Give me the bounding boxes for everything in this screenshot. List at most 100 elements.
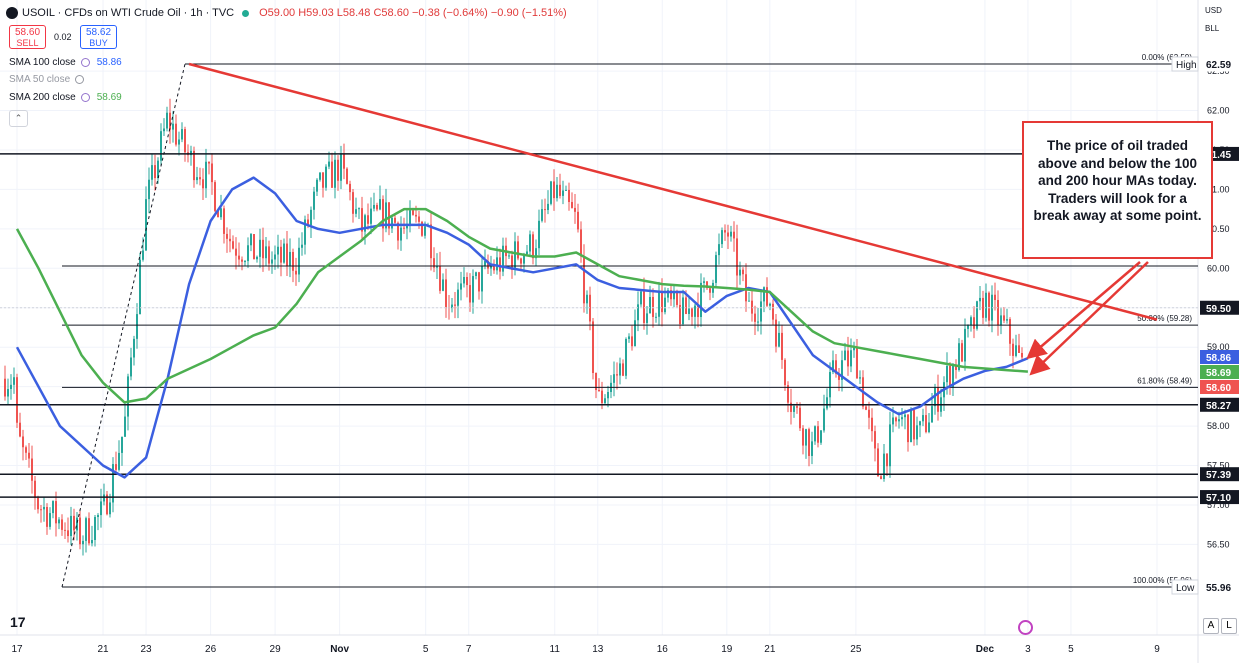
candle-body (571, 202, 573, 208)
candle-body (658, 291, 660, 317)
candle-body (412, 210, 414, 215)
candle-body (601, 390, 603, 404)
candle-body (346, 168, 348, 184)
candle-body (676, 291, 678, 305)
candle-body (136, 314, 138, 339)
candle-body (739, 269, 741, 276)
annotation-arrows (1026, 261, 1149, 376)
candle-body (733, 231, 735, 239)
candle-body (295, 270, 297, 275)
indicator-sma100[interactable]: SMA 100 close 58.86 (9, 55, 122, 69)
y-tick-label: 60.50 (1207, 224, 1230, 234)
candle-body (583, 256, 585, 304)
candle-body (637, 304, 639, 321)
level-tag: 57.10 (1200, 490, 1239, 505)
candle-body (229, 238, 231, 242)
scale-settings[interactable]: USD BLL (1205, 6, 1231, 42)
indicator-sma200[interactable]: SMA 200 close 58.69 (9, 90, 122, 104)
candle-body (877, 448, 879, 477)
settings-icon[interactable] (80, 92, 90, 102)
candle-body (970, 317, 972, 326)
candle-body (574, 207, 576, 212)
candle-body (481, 266, 483, 292)
candle-body (280, 246, 282, 263)
candle-body (388, 202, 390, 229)
sell-button[interactable]: 58.60 SELL (9, 25, 46, 49)
candle-body (721, 230, 723, 245)
candle-body (97, 515, 99, 517)
candle-body (181, 129, 183, 140)
level-tag-bg (1200, 490, 1239, 505)
emoji-icon[interactable] (1018, 620, 1033, 635)
candle-body (763, 287, 765, 302)
candle-body (853, 346, 855, 351)
candle-body (34, 480, 36, 498)
level-name-bg (1171, 579, 1199, 595)
candle-body (274, 254, 276, 260)
unit-label[interactable]: BLL (1205, 24, 1220, 33)
candle-body (1006, 319, 1008, 321)
candle-body (385, 202, 387, 229)
candle-body (685, 297, 687, 314)
candle-body (670, 290, 672, 300)
hidden-eye-icon[interactable] (75, 74, 85, 84)
candle-body (172, 123, 174, 130)
candle-body (415, 214, 417, 217)
level-tag: 55.96 Low (1171, 579, 1239, 595)
candle-body (553, 181, 555, 199)
candle-body (31, 458, 33, 481)
candle-body (832, 360, 834, 373)
candle-body (178, 139, 180, 145)
buy-button[interactable]: 58.62 BUY (80, 25, 117, 49)
candle-body (331, 161, 333, 188)
candle-body (166, 112, 168, 129)
market-status-icon (242, 9, 250, 17)
candle-body (958, 343, 960, 370)
candle-body (715, 255, 717, 283)
candle-body (379, 199, 381, 210)
candle-body (340, 153, 342, 181)
price-tag: 58.60 (1200, 380, 1239, 394)
candle-body (817, 426, 819, 443)
candle-body (607, 392, 609, 399)
candle-body (709, 288, 711, 293)
x-tick-label: 3 (1025, 644, 1031, 655)
settings-icon[interactable] (80, 57, 90, 67)
candle-body (247, 245, 249, 262)
candle-body (499, 257, 501, 272)
indicator-sma50[interactable]: SMA 50 close (9, 72, 89, 86)
collapse-legend-button[interactable]: ⌃ (9, 110, 28, 127)
x-tick-label: 17 (11, 644, 23, 655)
candle-body (205, 161, 207, 189)
candle-body (529, 234, 531, 252)
currency-label[interactable]: USD (1205, 6, 1222, 15)
candle-body (349, 183, 351, 193)
candle-body (535, 248, 537, 259)
candle-body (1000, 315, 1002, 326)
log-scale-button[interactable]: L (1221, 618, 1237, 634)
candle-body (439, 265, 441, 291)
auto-scale-button[interactable]: A (1203, 618, 1219, 634)
candle-body (904, 414, 906, 418)
candle-body (478, 272, 480, 292)
candle-body (955, 364, 957, 370)
candle-body (847, 350, 849, 367)
x-tick-label: 5 (423, 644, 429, 655)
candle-body (286, 243, 288, 267)
candle-body (493, 266, 495, 271)
candle-body (268, 246, 270, 264)
candle-body (907, 414, 909, 443)
candle-body (457, 289, 459, 306)
candle-body (979, 297, 981, 302)
y-tick-label: 59.00 (1207, 342, 1230, 352)
candle-body (148, 179, 150, 200)
level-tag: 62.59 High (1171, 56, 1239, 72)
candle-body (625, 339, 627, 376)
candle-body (757, 321, 759, 323)
candle-body (208, 161, 210, 164)
candle-body (985, 292, 987, 318)
candle-body (1015, 345, 1017, 356)
candle-body (937, 387, 939, 412)
candle-body (82, 540, 84, 545)
